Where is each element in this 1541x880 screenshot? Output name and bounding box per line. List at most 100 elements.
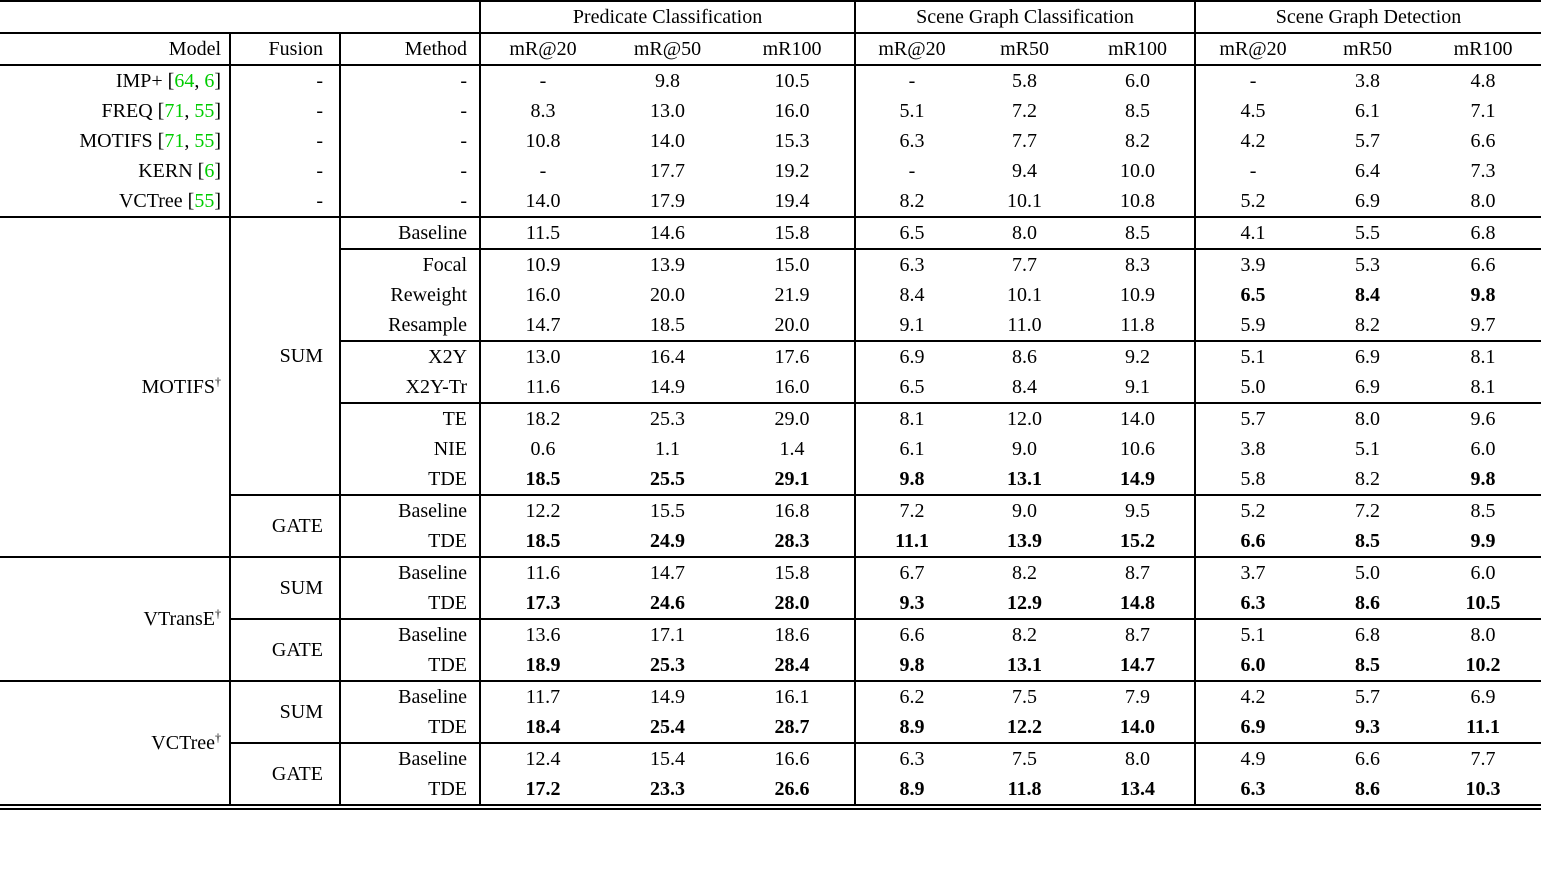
model-cell: MOTIFS [71, 55]: [79, 130, 221, 152]
column-header: mR50: [1310, 33, 1426, 66]
value-cell: 5.7: [1194, 403, 1311, 434]
value-cell: 7.2: [854, 495, 969, 526]
value-cell: 4.8: [1470, 70, 1496, 92]
value-cell: 4.2: [1194, 681, 1311, 712]
method-cell: Focal: [338, 249, 481, 280]
value-cell: 15.4: [650, 748, 686, 770]
value-cell: 7.5: [1012, 686, 1038, 708]
value-cell: 6.6: [854, 619, 969, 650]
value-cell: 8.7: [1125, 624, 1151, 646]
value-cell: 10.5: [774, 70, 810, 92]
value-cell: 17.2: [479, 774, 606, 810]
value-cell: -: [479, 156, 606, 186]
value-cell: 8.6: [1012, 346, 1038, 368]
fusion-cell: SUM: [229, 557, 340, 620]
dagger-mark: †: [215, 606, 221, 621]
column-header: Model: [0, 33, 230, 66]
citation-link[interactable]: 71: [164, 130, 185, 152]
method-cell: Reweight: [338, 280, 481, 310]
value-cell: 6.3: [854, 743, 969, 774]
value-cell: 14.9: [605, 372, 731, 404]
citation-link[interactable]: 55: [194, 130, 215, 152]
value-cell: 8.2: [1012, 624, 1038, 646]
citation-link[interactable]: 6: [204, 160, 215, 182]
value-cell: 9.0: [1012, 500, 1038, 522]
method-cell: TDE: [338, 588, 481, 620]
value-cell: 7.7: [1470, 748, 1496, 770]
value-cell: 10.6: [1120, 438, 1156, 460]
citation-link[interactable]: 71: [164, 100, 185, 122]
method-cell: TDE: [338, 774, 481, 810]
value-cell: 25.4: [605, 712, 731, 744]
value-cell: 8.2: [854, 186, 969, 218]
value-cell: 10.1: [1007, 284, 1043, 306]
value-cell: 15.2: [1081, 526, 1196, 558]
fusion-cell: GATE: [229, 495, 340, 558]
citation-link[interactable]: 64: [174, 70, 195, 92]
value-cell: 8.2: [1310, 310, 1426, 342]
value-cell: 28.7: [730, 712, 856, 744]
value-cell: 12.9: [968, 588, 1082, 620]
model-cell: VCTree†: [0, 681, 230, 810]
value-cell: 18.2: [479, 403, 606, 434]
value-cell: 25.3: [650, 408, 686, 430]
value-cell: 18.6: [774, 624, 810, 646]
value-cell: 6.5: [854, 372, 969, 404]
value-cell: 25.3: [605, 650, 731, 682]
value-cell: 13.6: [479, 619, 606, 650]
value-cell: 29.0: [774, 408, 810, 430]
citation-link[interactable]: 55: [194, 100, 215, 122]
value-cell: 9.8: [655, 70, 681, 92]
method-cell: TDE: [338, 712, 481, 744]
value-cell: 6.3: [1194, 588, 1311, 620]
value-cell: 12.2: [968, 712, 1082, 744]
value-cell: 6.0: [1470, 562, 1496, 584]
value-cell: 4.5: [1194, 96, 1311, 126]
value-cell: 0.6: [479, 434, 606, 464]
value-cell: 18.5: [479, 464, 606, 496]
citation-link[interactable]: 55: [194, 190, 215, 212]
fusion-cell: SUM: [229, 217, 340, 496]
value-cell: 7.2: [1355, 500, 1381, 522]
value-cell: 8.4: [854, 280, 969, 310]
value-cell: 18.5: [605, 310, 731, 342]
value-cell: 7.3: [1470, 160, 1496, 182]
value-cell: 6.8: [1425, 217, 1541, 250]
value-cell: 28.3: [730, 526, 856, 558]
value-cell: 24.9: [605, 526, 731, 558]
fusion-cell: -: [229, 156, 340, 186]
value-cell: 28.4: [730, 650, 856, 682]
value-cell: 8.5: [1310, 526, 1426, 558]
value-cell: 28.0: [730, 588, 856, 620]
value-cell: 6.4: [1355, 160, 1381, 182]
column-header: Method: [338, 33, 481, 66]
value-cell: 8.1: [854, 403, 969, 434]
value-cell: 6.5: [1194, 280, 1311, 310]
value-cell: 10.5: [1425, 588, 1541, 620]
value-cell: 6.3: [854, 249, 969, 280]
value-cell: 11.8: [968, 774, 1082, 810]
value-cell: 7.9: [1125, 686, 1151, 708]
value-cell: 5.7: [1355, 130, 1381, 152]
table-row: TDE 17.3 24.6 28.0 9.3 12.9 14.8 6.3 8.6 10.5: [0, 588, 1541, 620]
value-cell: 5.1: [1194, 619, 1311, 650]
value-cell: 5.1: [1355, 438, 1381, 460]
value-cell: 5.7: [1355, 686, 1381, 708]
model-cell: FREQ [71, 55]: [101, 100, 221, 122]
value-cell: 8.2: [1012, 562, 1038, 584]
value-cell: 6.5: [854, 217, 969, 250]
method-cell: X2Y: [338, 341, 481, 372]
model-cell: VCTree [55]: [0, 186, 230, 218]
value-cell: 5.8: [1012, 70, 1038, 92]
table-header: Predicate Classification Scene Graph Clas…: [0, 1, 1541, 66]
value-cell: 13.0: [479, 341, 606, 372]
table-row: VTransE† SUM Baseline 11.6 14.7 15.8 6.7 8.2 8.7…: [0, 557, 1541, 682]
fusion-cell: -: [229, 96, 340, 126]
method-cell: Baseline: [338, 557, 481, 588]
table-row: NIE 0.6 1.1 1.4 6.1 9.0 10.6 3.8 5.1 6.0: [0, 434, 1541, 464]
value-cell: 8.9: [854, 774, 969, 810]
value-cell: 15.8: [774, 562, 810, 584]
citation-link[interactable]: 6: [204, 70, 215, 92]
method-cell: Baseline: [338, 217, 481, 250]
value-cell: 14.6: [605, 217, 731, 250]
